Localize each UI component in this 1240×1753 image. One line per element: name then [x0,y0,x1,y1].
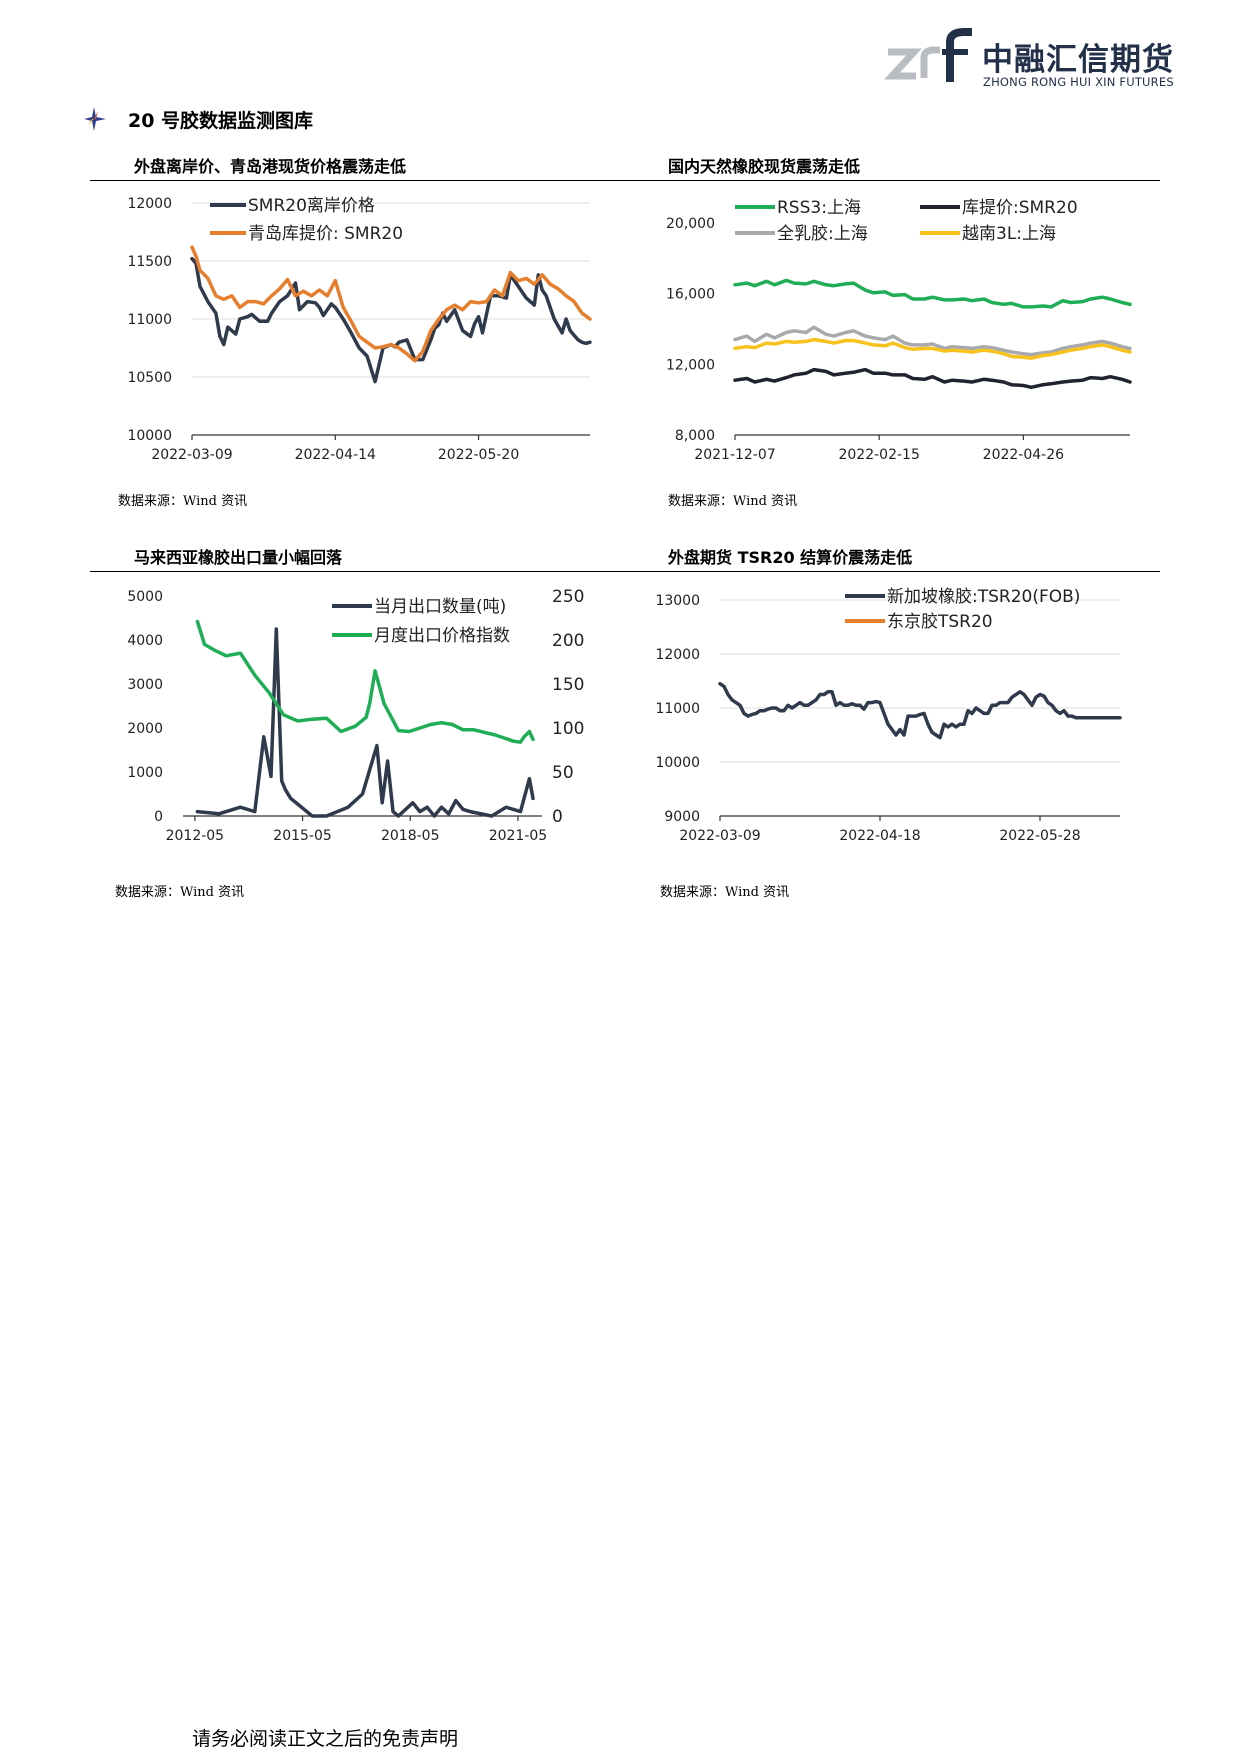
chart-panel-1: 12000 11500 11000 10500 10000 2022-03-09 2022-… [90,185,610,475]
series-line-1 [190,256,592,384]
y-right-tick-label: 250 [552,587,584,607]
x-tick-label: 2021-12-07 [694,447,775,463]
legend-label: 东京胶TSR20 [887,612,993,632]
y-tick-label: 3000 [127,677,163,693]
series-line-2 [733,367,1132,390]
x-tick-label: 2022-03-09 [679,828,760,844]
y-tick-label: 12,000 [666,357,715,373]
section-title: 20 号胶数据监测图库 [84,104,313,134]
row2-divider [90,571,1160,572]
y-tick-label: 12000 [655,647,700,663]
x-tick-label: 2015-05 [273,828,332,844]
chart-domestic-spot: 20,000 16,000 12,000 8,000 2021-12-07 2022-02… [666,198,1132,463]
legend-label: 全乳胶:上海 [777,224,868,244]
y-tick-label: 8,000 [675,428,715,444]
y-tick-label: 10000 [127,428,172,444]
legend-label: RSS3:上海 [777,198,861,218]
source-note-3: 数据来源：Wind 资讯 [115,885,245,900]
y-tick-label: 11000 [655,701,700,717]
x-tick-label: 2022-05-28 [999,828,1080,844]
legend-label: 青岛库提价: SMR20 [248,224,403,244]
series-line-2 [195,619,535,744]
logo-english-name: ZHONG RONG HUI XIN FUTURES [983,75,1174,89]
four-point-star-bullet-icon [84,107,106,131]
y-tick-label: 0 [154,809,163,825]
chart-tsr20-settlement: 13000 12000 11000 10000 9000 2022-03-09 2022-0… [655,587,1122,844]
legend-label: 越南3L:上海 [962,224,1056,244]
disclaimer-footer: 请务必阅读正文之后的免责声明 [192,1728,459,1750]
series-line-4 [733,337,1132,360]
company-logo: 中融汇信期货 ZHONG RONG HUI XIN FUTURES [884,28,1174,92]
row1-divider [90,180,1160,181]
y-tick-label: 11000 [127,312,172,328]
source-note-4: 数据来源：Wind 资讯 [660,885,790,900]
series-line-3 [733,325,1132,357]
y-tick-label: 9000 [664,809,700,825]
x-tick-label: 2022-03-09 [151,447,232,463]
series-line-1 [195,627,535,818]
y-tick-label: 10000 [655,755,700,771]
series-line-1 [733,278,1132,309]
legend-label: SMR20离岸价格 [248,196,375,216]
section-title-text: 20 号胶数据监测图库 [128,109,314,132]
panel-title-1: 外盘离岸价、青岛港现货价格震荡走低 [134,157,407,176]
y-right-tick-label: 150 [552,675,584,695]
legend-label: 新加坡橡胶:TSR20(FOB) [887,587,1080,607]
y-right-tick-label: 0 [552,807,563,827]
chart-malaysia-export: 5000400030002000100002502001501005002012… [127,587,584,844]
series-line-1 [718,681,1122,740]
source-note-1: 数据来源：Wind 资讯 [118,494,248,509]
legend-label: 库提价:SMR20 [962,198,1078,218]
y-tick-label: 11500 [127,254,172,270]
x-tick-label: 2021-05 [489,828,548,844]
legend-label: 当月出口数量(吨) [374,597,506,617]
chart-panel-3: 5000 4000 3000 2000 1000 0 250 200 150 100 50 0 2012… [90,576,610,866]
chart-smr20-qingdao: 12000 11500 11000 10500 10000 2022-03-09 2022-… [127,196,592,463]
y-tick-label: 1000 [127,765,163,781]
y-tick-label: 5000 [127,589,163,605]
y-right-tick-label: 200 [552,631,584,651]
y-tick-label: 10500 [127,370,172,386]
x-tick-label: 2022-02-15 [838,447,919,463]
source-note-2: 数据来源：Wind 资讯 [668,494,798,509]
y-tick-label: 16,000 [666,287,715,303]
panel-title-3: 马来西亚橡胶出口量小幅回落 [134,548,343,567]
logo-chinese-name: 中融汇信期货 [982,42,1174,78]
x-tick-label: 2022-04-14 [295,447,376,463]
x-tick-label: 2018-05 [381,828,440,844]
x-tick-label: 2022-04-18 [839,828,920,844]
y-tick-label: 20,000 [666,216,715,232]
x-tick-label: 2022-04-26 [983,447,1064,463]
panel-title-4: 外盘期货 TSR20 结算价震荡走低 [668,548,913,567]
y-tick-label: 4000 [127,633,163,649]
y-tick-label: 2000 [127,721,163,737]
logo-mark-icon [884,28,972,82]
x-tick-label: 2022-05-20 [438,447,519,463]
y-right-tick-label: 50 [552,763,574,783]
legend-label: 月度出口价格指数 [374,626,510,646]
chart-panel-2: 20,000 16,000 12,000 8,000 2021-12-07 2022-02… [640,185,1160,475]
y-tick-label: 13000 [655,593,700,609]
y-tick-label: 12000 [127,196,172,212]
x-tick-label: 2012-05 [166,828,225,844]
chart-panel-4: 13000 12000 11000 10000 9000 2022-03-09 2022-0… [640,576,1160,866]
series-line-2 [190,245,592,363]
panel-title-2: 国内天然橡胶现货震荡走低 [668,157,861,176]
y-right-tick-label: 100 [552,719,584,739]
